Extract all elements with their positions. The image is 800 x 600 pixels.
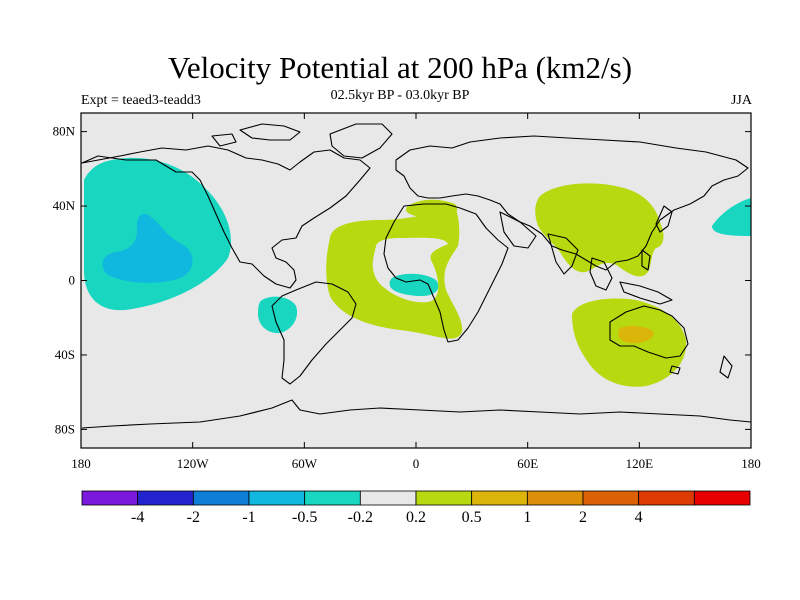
coastline-australia (609, 305, 689, 375)
colorbar-label: 1 (523, 509, 531, 526)
coastline-greenland (329, 123, 393, 159)
experiment-label: Expt = teaed3-teadd3 (81, 93, 201, 108)
coastline-new-zealand (719, 355, 733, 379)
y-tick-label: 40S (55, 347, 75, 362)
contour-positive-asia (535, 183, 664, 277)
coastline-north-america (81, 145, 371, 289)
colorbar-swatch (192, 490, 250, 506)
colorbar-label: 2 (579, 509, 587, 526)
colorbar-swatch (415, 490, 473, 506)
x-tick-label: 60W (292, 456, 318, 471)
contour-negative-central-africa (389, 273, 439, 296)
coastline-africa (383, 203, 509, 343)
x-tick-label: 60E (517, 456, 538, 471)
coastlines (81, 123, 751, 429)
colorbar-swatch (526, 490, 584, 506)
y-tick-label: 40N (53, 198, 76, 213)
colorbar-swatch (638, 490, 695, 506)
y-tick-label: 0 (69, 273, 76, 288)
season-label: JJA (730, 93, 752, 108)
x-tick-label: 120E (626, 456, 654, 471)
colorbar-swatch (81, 490, 139, 506)
contour-strong-negative-pacific (102, 214, 193, 283)
coastline-antarctica (81, 399, 751, 429)
coastline-europe-asia (395, 135, 749, 271)
colorbar-swatch (359, 490, 417, 506)
x-tick-label: 180 (71, 456, 91, 471)
contour-moderate-positive-australia (618, 325, 654, 344)
colorbar-label: 0.5 (462, 509, 482, 526)
coastline-southeast-asia (589, 249, 673, 305)
colorbar-label: -2 (187, 509, 200, 526)
y-tick-label: 80N (53, 124, 76, 139)
y-tick-label: 80S (55, 421, 75, 436)
colorbar-label: 0.2 (406, 509, 426, 526)
colorbar-swatch (137, 490, 194, 506)
colorbar-label: -0.5 (292, 509, 317, 526)
coastline-arabia-india (499, 211, 579, 275)
colorbar: -4 -2 -1 -0.5 -0.2 0.2 0.5 1 2 4 (81, 490, 751, 526)
map-title: Velocity Potential at 200 hPa (km2/s) (167, 50, 633, 85)
x-tick-label: 0 (413, 456, 420, 471)
coastline-south-america (271, 281, 357, 385)
colorbar-swatch (248, 490, 306, 506)
colorbar-label: -0.2 (348, 509, 373, 526)
colorbar-label: 4 (635, 509, 643, 526)
contour-negative-south-america (258, 296, 298, 334)
colorbar-swatch (304, 490, 361, 506)
coastline-arctic-islands (211, 123, 301, 147)
colorbar-swatch (582, 490, 640, 506)
colorbar-swatch (471, 490, 528, 506)
axis-ticks: 180 120W 60W 0 60E 120E 180 80N 40N 0 40S 80S (53, 113, 761, 471)
colorbar-label: -1 (242, 509, 255, 526)
contour-negative-west-pacific (712, 198, 751, 236)
x-tick-label: 180 (741, 456, 761, 471)
map-subtitle: 02.5kyr BP - 03.0kyr BP (330, 88, 470, 103)
x-tick-label: 120W (177, 456, 210, 471)
contour-positive-atlantic-ring (326, 203, 463, 339)
colorbar-label: -4 (131, 509, 144, 526)
coastline-japan (655, 205, 673, 233)
contour-fill-layer (84, 157, 751, 387)
colorbar-swatch (693, 490, 751, 506)
